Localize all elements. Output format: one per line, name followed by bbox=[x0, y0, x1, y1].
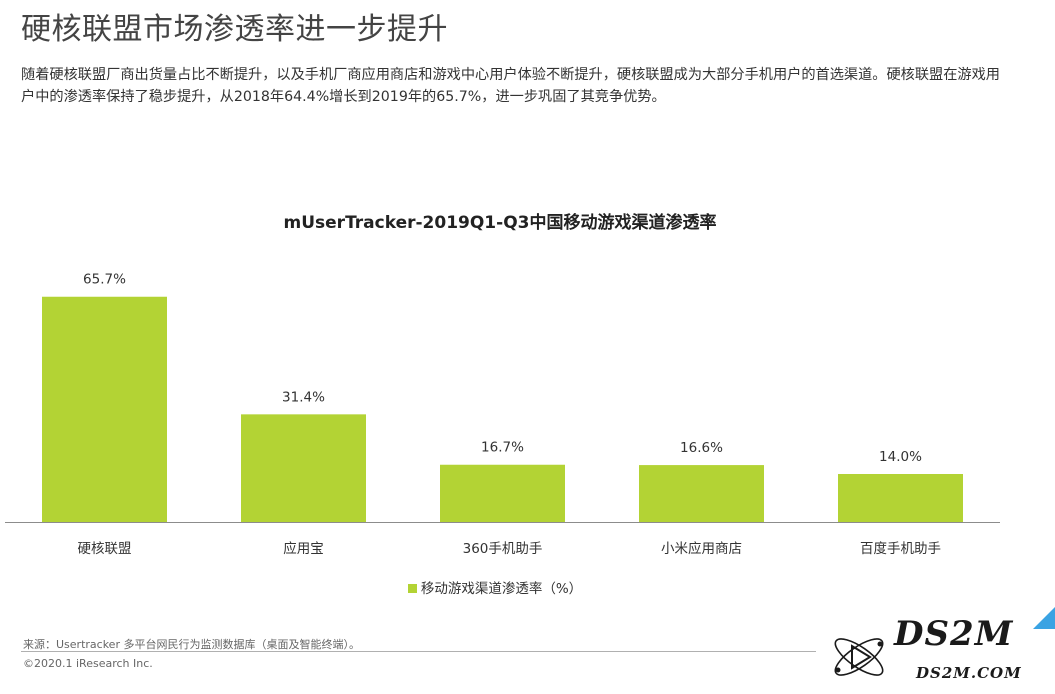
category-label-3: 小米应用商店 bbox=[661, 540, 742, 557]
watermark-logo-text: DS2M bbox=[894, 614, 1014, 654]
bar-3 bbox=[639, 465, 764, 522]
data-label-1: 31.4% bbox=[282, 389, 325, 405]
category-label-4: 百度手机助手 bbox=[860, 541, 941, 557]
bar-1 bbox=[241, 414, 366, 522]
data-label-4: 14.0% bbox=[879, 449, 922, 465]
atom-logo-icon bbox=[834, 638, 884, 676]
category-label-2: 360手机助手 bbox=[463, 541, 543, 557]
footer-divider bbox=[21, 651, 816, 652]
ds2m-watermark: DS2M DS2M.COM bbox=[828, 612, 1038, 690]
data-label-2: 16.7% bbox=[481, 440, 524, 456]
bar-2 bbox=[440, 464, 565, 522]
category-label-0: 硬核联盟 bbox=[78, 541, 132, 557]
data-label-0: 65.7% bbox=[83, 272, 126, 288]
page-title: 硬核联盟市场渗透率进一步提升 bbox=[21, 12, 448, 47]
bar-0 bbox=[42, 296, 167, 522]
chart-title: mUserTracker-2019Q1-Q3中国移动游戏渠道渗透率 bbox=[283, 213, 717, 233]
legend-label: 移动游戏渠道渗透率（%） bbox=[420, 581, 583, 597]
data-label-3: 16.6% bbox=[680, 440, 723, 456]
chart-legend: 移动游戏渠道渗透率（%） bbox=[0, 577, 990, 597]
copyright-note: ©2020.1 iResearch Inc. bbox=[23, 657, 153, 670]
page-description: 随着硬核联盟厂商出货量占比不断提升，以及手机厂商应用商店和游戏中心用户体验不断提… bbox=[21, 67, 1000, 105]
bar-4 bbox=[838, 474, 963, 522]
watermark-domain-text: DS2M.COM bbox=[916, 664, 1022, 682]
category-label-1: 应用宝 bbox=[283, 540, 324, 557]
source-note: 来源：Usertracker 多平台网民行为监测数据库（桌面及智能终端）。 bbox=[23, 638, 360, 651]
legend-swatch bbox=[407, 583, 417, 593]
bar-chart: 65.7% 硬核联盟 31.4% 应用宝 16.7% 360手机助手 16.6% 小米应用商店… bbox=[5, 272, 1000, 557]
corner-accent bbox=[1033, 607, 1055, 629]
